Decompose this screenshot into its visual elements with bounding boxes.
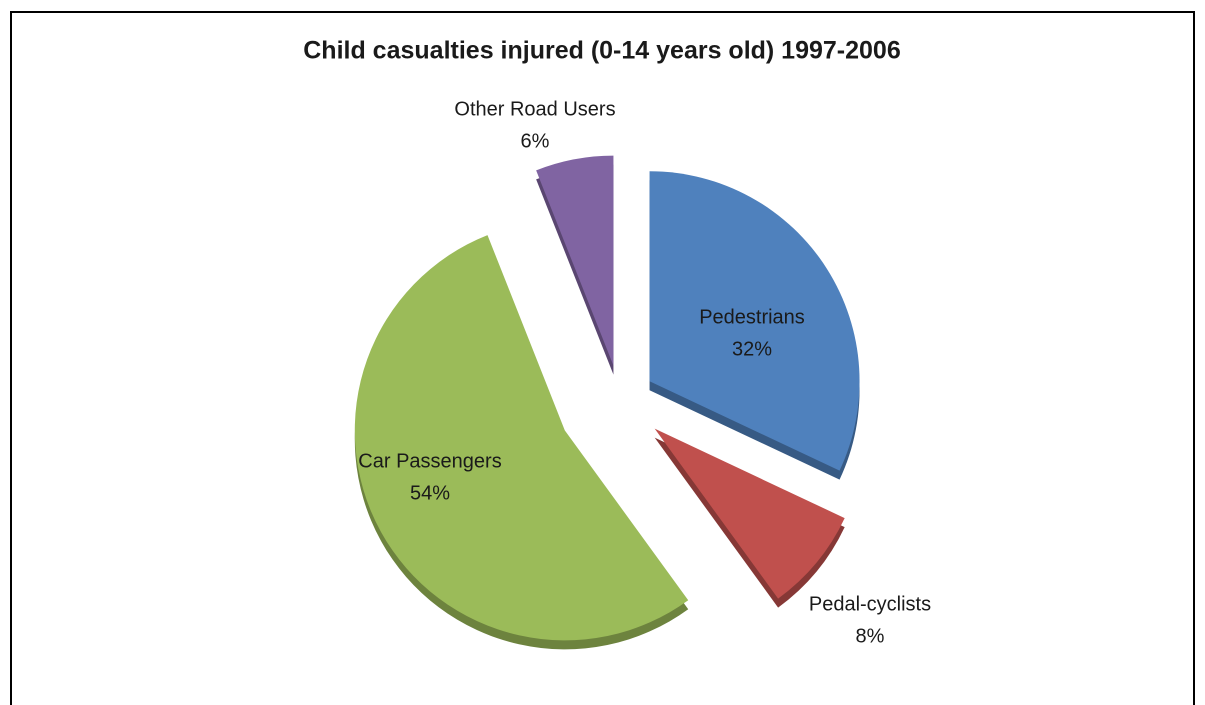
slice [649,171,860,471]
slice-label: Other Road Users [454,98,615,120]
slice-value-label: 6% [521,130,550,152]
slice [354,235,689,641]
slice-label: Pedal-cyclists [809,593,931,615]
slice-value-label: 32% [732,338,772,360]
slice [654,428,845,599]
slice-value-label: 54% [410,482,450,504]
slice-label: Pedestrians [699,306,805,328]
chart-frame [10,11,1195,705]
slice-value-label: 8% [856,625,885,647]
slice [536,155,614,366]
chart-title: Child casualties injured (0-14 years old… [303,37,901,65]
slice-label: Car Passengers [358,450,501,472]
